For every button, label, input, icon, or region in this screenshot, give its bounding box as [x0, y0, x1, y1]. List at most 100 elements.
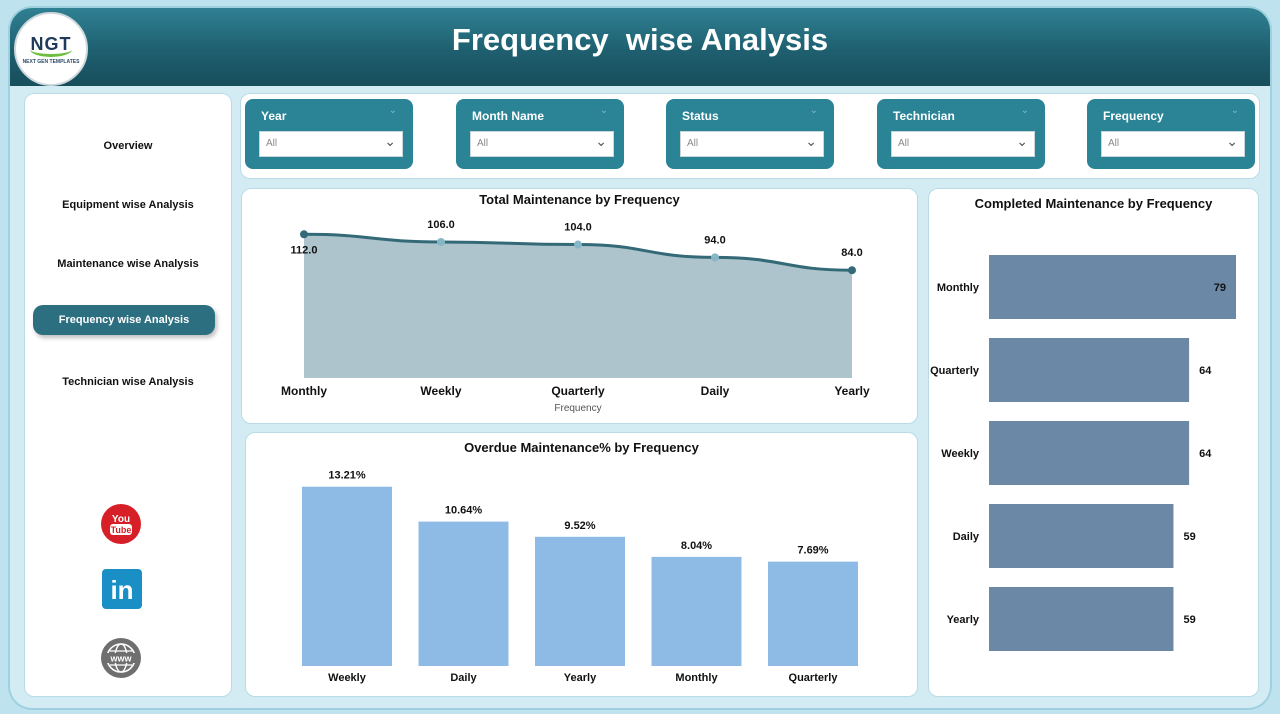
data-label: 59: [1183, 614, 1195, 626]
area-chart: 112.0 Monthly 106.0 Weekly 104.0 Quarterly 94.…: [281, 219, 870, 414]
slicer-year[interactable]: Year ⌄ All ⌄: [245, 99, 413, 169]
data-point: [848, 266, 856, 275]
page-title: Frequency wise Analysis: [451, 22, 829, 57]
x-tick-label: Quarterly: [789, 672, 839, 684]
completed-chart-card: Completed Maintenance by Frequency Month…: [928, 188, 1259, 697]
x-tick-label: Monthly: [281, 384, 327, 398]
data-label: 94.0: [704, 234, 725, 246]
slicer-value: All: [266, 138, 278, 149]
nav-item-maintenance-analysis[interactable]: Maintenance wise Analysis: [57, 258, 199, 270]
slicer-label: Frequency: [1103, 109, 1164, 123]
slicer-dropdown[interactable]: All ⌄: [680, 131, 824, 157]
chevron-down-icon: ⌄: [599, 105, 608, 116]
y-tick-label: Quarterly: [930, 365, 980, 377]
data-point: [574, 240, 582, 249]
slicer-label: Status: [682, 109, 719, 123]
chevron-down-icon: ⌄: [805, 133, 817, 149]
logo-text: NGT: [30, 34, 72, 54]
slicer-dropdown[interactable]: All ⌄: [891, 131, 1035, 157]
area-chart-title: Total Maintenance by Frequency: [479, 192, 680, 207]
ngt-logo: NGT NEXT GEN TEMPLATES: [14, 12, 88, 86]
data-label: 13.21%: [328, 470, 366, 482]
completed-chart-title: Completed Maintenance by Frequency: [974, 196, 1213, 211]
x-tick-label: Quarterly: [551, 384, 605, 398]
slicer-dropdown[interactable]: All ⌄: [1101, 131, 1245, 157]
data-label: 64: [1199, 365, 1212, 377]
y-tick-label: Weekly: [941, 448, 980, 460]
chevron-down-icon: ⌄: [1020, 105, 1029, 116]
chevron-down-icon: ⌄: [388, 105, 397, 116]
data-label: 84.0: [841, 247, 862, 259]
data-label: 106.0: [427, 219, 455, 231]
sidebar: Overview Equipment wise Analysis Mainten…: [24, 93, 232, 697]
nav-item-equipment-analysis[interactable]: Equipment wise Analysis: [62, 199, 194, 211]
slicer-label: Year: [261, 109, 287, 123]
slicer-value: All: [477, 138, 489, 149]
data-point: [437, 237, 445, 246]
y-tick-label: Monthly: [937, 282, 980, 294]
slicer-value: All: [1108, 138, 1120, 149]
data-point: [711, 253, 719, 262]
bar: [989, 255, 1236, 319]
slicer-technician[interactable]: Technician ⌄ All ⌄: [877, 99, 1045, 169]
chevron-down-icon: ⌄: [595, 133, 607, 149]
slicer-dropdown[interactable]: All ⌄: [259, 131, 403, 157]
x-tick-label: Weekly: [420, 384, 461, 398]
bar: [302, 486, 392, 666]
nav-item-overview[interactable]: Overview: [103, 140, 153, 152]
data-label: 59: [1183, 531, 1195, 543]
overdue-chart-title: Overdue Maintenance% by Frequency: [464, 440, 699, 455]
bar: [989, 587, 1174, 651]
x-tick-label: Monthly: [675, 672, 718, 684]
bar: [989, 504, 1174, 568]
x-tick-label: Daily: [450, 672, 477, 684]
bar: [651, 556, 742, 666]
youtube-tube-text: Tube: [111, 525, 132, 535]
chevron-down-icon: ⌄: [1230, 105, 1239, 116]
overdue-chart-card: Overdue Maintenance% by Frequency 13.21%…: [245, 432, 918, 697]
dashboard-frame: NGT NEXT GEN TEMPLATES Frequency wise An…: [10, 8, 1270, 708]
slicer-value: All: [898, 138, 910, 149]
slicer-frequency[interactable]: Frequency ⌄ All ⌄: [1087, 99, 1255, 169]
overdue-bar-chart: 13.21% Weekly 10.64% Daily 9.52% Yearly 8.04% M…: [302, 470, 858, 684]
youtube-icon[interactable]: You Tube: [100, 503, 142, 545]
chevron-down-icon: ⌄: [1016, 133, 1028, 149]
bar: [535, 536, 625, 666]
logo-swoosh-icon: [30, 42, 72, 57]
chevron-down-icon: ⌄: [809, 105, 818, 116]
bar: [989, 421, 1190, 485]
slicer-dropdown[interactable]: All ⌄: [470, 131, 614, 157]
x-tick-label: Weekly: [328, 672, 367, 684]
data-label: 9.52%: [564, 520, 595, 532]
data-point: [300, 230, 308, 239]
slicer-status[interactable]: Status ⌄ All ⌄: [666, 99, 834, 169]
bar: [418, 521, 509, 666]
nav-item-frequency-analysis[interactable]: Frequency wise Analysis: [33, 305, 215, 335]
globe-icon[interactable]: www: [100, 637, 142, 679]
slicer-label: Month Name: [472, 109, 544, 123]
data-label: 64: [1199, 448, 1212, 460]
data-label: 10.64%: [445, 505, 483, 517]
linkedin-icon[interactable]: in: [101, 568, 143, 610]
youtube-you-text: You: [112, 514, 130, 525]
nav-item-technician-analysis[interactable]: Technician wise Analysis: [62, 376, 194, 388]
chevron-down-icon: ⌄: [384, 133, 396, 149]
bar: [768, 561, 858, 666]
area-fill: [304, 234, 852, 378]
x-tick-label: Yearly: [564, 672, 597, 684]
data-label: 104.0: [564, 222, 592, 234]
data-label: 8.04%: [681, 540, 712, 552]
filter-bar: Year ⌄ All ⌄ Month Name ⌄ All ⌄ Status ⌄…: [240, 93, 1260, 179]
header-bar: NGT NEXT GEN TEMPLATES Frequency wise An…: [10, 8, 1270, 86]
completed-bar-chart: Monthly 79 Quarterly 64 Weekly 64 Daily 59 Yearl…: [930, 255, 1236, 651]
area-chart-card: Total Maintenance by Frequency 112.0 Mont…: [241, 188, 918, 424]
data-label: 7.69%: [797, 545, 828, 557]
slicer-value: All: [687, 138, 699, 149]
logo-subtext: NEXT GEN TEMPLATES: [22, 59, 80, 65]
bar: [989, 338, 1190, 402]
data-label: 79: [1214, 282, 1226, 294]
y-tick-label: Daily: [953, 531, 980, 543]
x-axis-label: Frequency: [554, 403, 601, 414]
x-tick-label: Yearly: [834, 384, 870, 398]
slicer-month-name[interactable]: Month Name ⌄ All ⌄: [456, 99, 624, 169]
